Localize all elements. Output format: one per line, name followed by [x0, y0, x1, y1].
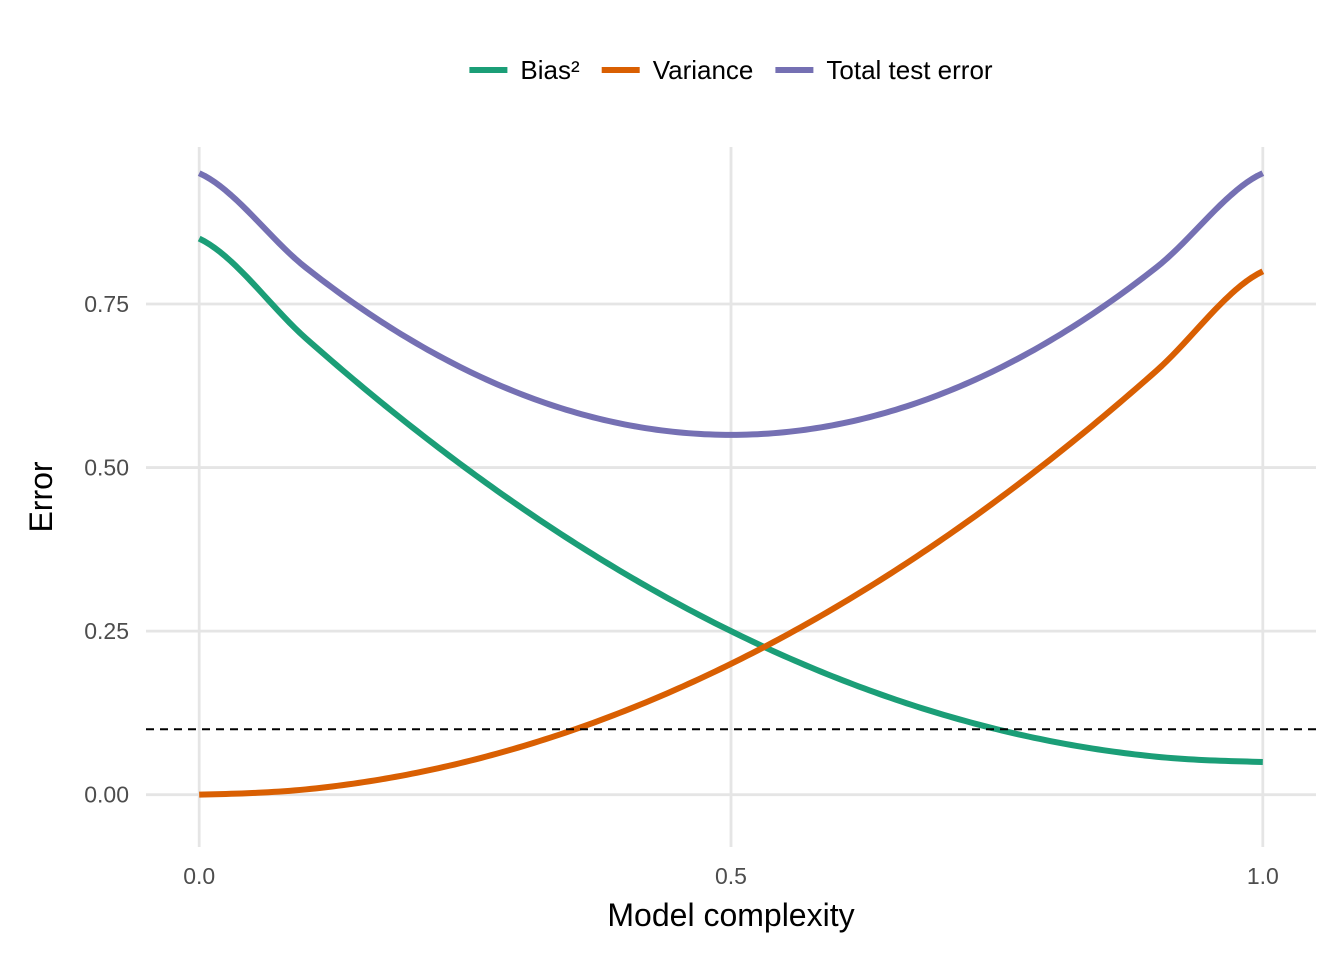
legend-item: Bias² [469, 55, 580, 85]
y-tick-label: 0.25 [84, 618, 129, 644]
series-line-variance [199, 268, 1265, 798]
legend-item: Variance [601, 55, 754, 85]
y-tick-label: 0.75 [84, 291, 129, 317]
legend-item: Total test error [775, 55, 993, 85]
series-line-total-test-error [197, 170, 1265, 438]
x-axis-title: Model complexity [607, 897, 854, 933]
x-tick-label: 0.5 [715, 863, 747, 889]
y-tick-label: 0.00 [84, 782, 129, 808]
series-line-bias [197, 235, 1263, 765]
legend: Bias² Variance Total test error [469, 55, 993, 85]
y-axis-ticks: 0.00 0.25 0.50 0.75 [84, 291, 129, 808]
legend-label: Total test error [826, 55, 993, 85]
y-axis-title: Error [23, 461, 59, 532]
legend-label: Bias² [520, 55, 580, 85]
grid [146, 147, 1316, 847]
x-axis-ticks: 0.0 0.5 1.0 [183, 863, 1279, 889]
series-layer [197, 170, 1265, 798]
y-tick-label: 0.50 [84, 455, 129, 481]
x-tick-label: 0.0 [183, 863, 215, 889]
x-tick-label: 1.0 [1247, 863, 1279, 889]
legend-label: Variance [653, 55, 754, 85]
